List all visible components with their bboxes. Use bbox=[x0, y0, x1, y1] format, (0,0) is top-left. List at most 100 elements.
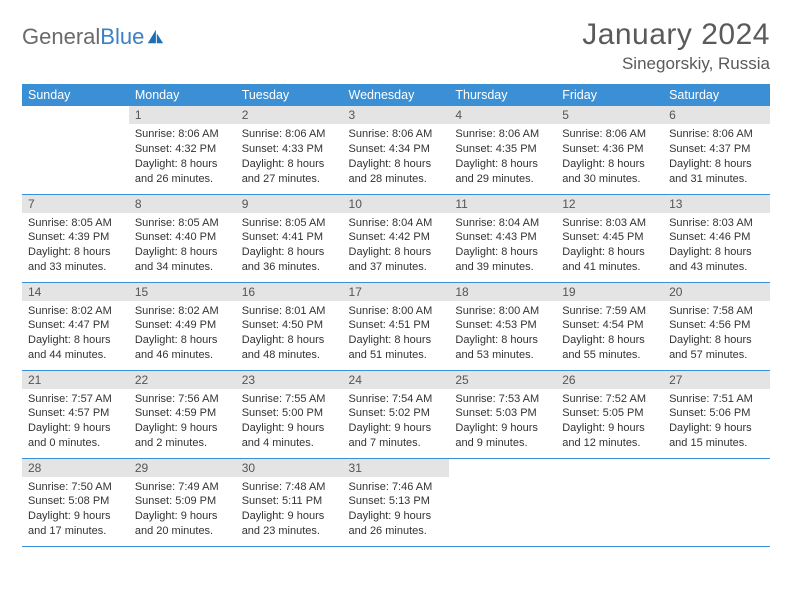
day-line: Sunset: 5:08 PM bbox=[28, 494, 123, 509]
day-cell: 5Sunrise: 8:06 AMSunset: 4:36 PMDaylight… bbox=[556, 106, 663, 194]
brand-name-b: Blue bbox=[100, 24, 144, 49]
day-line: and 7 minutes. bbox=[349, 436, 444, 451]
day-line: Sunrise: 8:06 AM bbox=[455, 127, 550, 142]
day-line: Sunset: 4:57 PM bbox=[28, 406, 123, 421]
day-line: Sunrise: 7:57 AM bbox=[28, 392, 123, 407]
day-line: Daylight: 8 hours bbox=[135, 245, 230, 260]
day-cell: 24Sunrise: 7:54 AMSunset: 5:02 PMDayligh… bbox=[343, 370, 450, 458]
day-line: Daylight: 8 hours bbox=[242, 245, 337, 260]
day-body: Sunrise: 8:00 AMSunset: 4:51 PMDaylight:… bbox=[343, 301, 450, 369]
day-line: Daylight: 9 hours bbox=[349, 421, 444, 436]
day-cell bbox=[556, 458, 663, 546]
day-line: Sunrise: 8:04 AM bbox=[455, 216, 550, 231]
day-line: Daylight: 9 hours bbox=[242, 509, 337, 524]
day-number: 20 bbox=[663, 283, 770, 301]
day-line: and 43 minutes. bbox=[669, 260, 764, 275]
day-body: Sunrise: 8:04 AMSunset: 4:42 PMDaylight:… bbox=[343, 213, 450, 281]
day-body: Sunrise: 8:05 AMSunset: 4:40 PMDaylight:… bbox=[129, 213, 236, 281]
day-body: Sunrise: 8:06 AMSunset: 4:35 PMDaylight:… bbox=[449, 124, 556, 192]
day-line: Daylight: 8 hours bbox=[242, 157, 337, 172]
day-number bbox=[22, 106, 129, 124]
day-cell: 1Sunrise: 8:06 AMSunset: 4:32 PMDaylight… bbox=[129, 106, 236, 194]
day-line: Daylight: 8 hours bbox=[28, 245, 123, 260]
day-number bbox=[663, 459, 770, 477]
day-line: Sunrise: 7:59 AM bbox=[562, 304, 657, 319]
day-cell: 8Sunrise: 8:05 AMSunset: 4:40 PMDaylight… bbox=[129, 194, 236, 282]
day-number: 21 bbox=[22, 371, 129, 389]
day-cell: 28Sunrise: 7:50 AMSunset: 5:08 PMDayligh… bbox=[22, 458, 129, 546]
day-cell: 12Sunrise: 8:03 AMSunset: 4:45 PMDayligh… bbox=[556, 194, 663, 282]
day-line: Daylight: 8 hours bbox=[135, 333, 230, 348]
day-line: and 53 minutes. bbox=[455, 348, 550, 363]
day-number: 13 bbox=[663, 195, 770, 213]
day-body: Sunrise: 7:56 AMSunset: 4:59 PMDaylight:… bbox=[129, 389, 236, 457]
day-body: Sunrise: 8:06 AMSunset: 4:32 PMDaylight:… bbox=[129, 124, 236, 192]
day-line: Sunrise: 8:06 AM bbox=[349, 127, 444, 142]
day-line: Sunrise: 7:58 AM bbox=[669, 304, 764, 319]
day-cell bbox=[449, 458, 556, 546]
day-body: Sunrise: 7:51 AMSunset: 5:06 PMDaylight:… bbox=[663, 389, 770, 457]
day-number: 7 bbox=[22, 195, 129, 213]
brand-name-a: General bbox=[22, 24, 100, 49]
day-line: and 12 minutes. bbox=[562, 436, 657, 451]
day-line: Sunrise: 7:50 AM bbox=[28, 480, 123, 495]
day-number: 22 bbox=[129, 371, 236, 389]
day-number: 2 bbox=[236, 106, 343, 124]
day-line: Daylight: 9 hours bbox=[349, 509, 444, 524]
day-line: Sunrise: 8:05 AM bbox=[135, 216, 230, 231]
day-line: Sunrise: 8:03 AM bbox=[562, 216, 657, 231]
day-line: Daylight: 8 hours bbox=[242, 333, 337, 348]
day-body: Sunrise: 8:02 AMSunset: 4:47 PMDaylight:… bbox=[22, 301, 129, 369]
day-line: Daylight: 8 hours bbox=[562, 245, 657, 260]
day-cell: 22Sunrise: 7:56 AMSunset: 4:59 PMDayligh… bbox=[129, 370, 236, 458]
day-line: and 51 minutes. bbox=[349, 348, 444, 363]
location-subtitle: Sinegorskiy, Russia bbox=[582, 54, 770, 74]
day-number bbox=[556, 459, 663, 477]
day-line: Sunset: 4:54 PM bbox=[562, 318, 657, 333]
day-body: Sunrise: 8:03 AMSunset: 4:45 PMDaylight:… bbox=[556, 213, 663, 281]
day-body: Sunrise: 8:02 AMSunset: 4:49 PMDaylight:… bbox=[129, 301, 236, 369]
day-line: Sunset: 4:50 PM bbox=[242, 318, 337, 333]
day-line: and 39 minutes. bbox=[455, 260, 550, 275]
day-line: Sunset: 4:35 PM bbox=[455, 142, 550, 157]
page-header: GeneralBlue January 2024 Sinegorskiy, Ru… bbox=[22, 18, 770, 74]
day-number: 10 bbox=[343, 195, 450, 213]
day-line: Sunset: 4:41 PM bbox=[242, 230, 337, 245]
day-line: Daylight: 8 hours bbox=[455, 333, 550, 348]
day-cell: 15Sunrise: 8:02 AMSunset: 4:49 PMDayligh… bbox=[129, 282, 236, 370]
brand-logo: GeneralBlue bbox=[22, 18, 164, 50]
day-line: Daylight: 9 hours bbox=[242, 421, 337, 436]
month-title: January 2024 bbox=[582, 18, 770, 52]
day-line: Daylight: 8 hours bbox=[669, 333, 764, 348]
dow-wed: Wednesday bbox=[343, 84, 450, 106]
day-body: Sunrise: 7:55 AMSunset: 5:00 PMDaylight:… bbox=[236, 389, 343, 457]
day-line: Sunrise: 7:55 AM bbox=[242, 392, 337, 407]
day-number: 8 bbox=[129, 195, 236, 213]
day-number: 4 bbox=[449, 106, 556, 124]
day-line: and 34 minutes. bbox=[135, 260, 230, 275]
week-row: 28Sunrise: 7:50 AMSunset: 5:08 PMDayligh… bbox=[22, 458, 770, 546]
day-cell: 25Sunrise: 7:53 AMSunset: 5:03 PMDayligh… bbox=[449, 370, 556, 458]
day-line: Sunrise: 7:49 AM bbox=[135, 480, 230, 495]
day-body: Sunrise: 8:03 AMSunset: 4:46 PMDaylight:… bbox=[663, 213, 770, 281]
day-line: Sunrise: 8:00 AM bbox=[455, 304, 550, 319]
day-body: Sunrise: 7:46 AMSunset: 5:13 PMDaylight:… bbox=[343, 477, 450, 545]
day-cell: 31Sunrise: 7:46 AMSunset: 5:13 PMDayligh… bbox=[343, 458, 450, 546]
day-line: Sunset: 5:09 PM bbox=[135, 494, 230, 509]
dow-sun: Sunday bbox=[22, 84, 129, 106]
day-body: Sunrise: 8:00 AMSunset: 4:53 PMDaylight:… bbox=[449, 301, 556, 369]
day-line: Daylight: 8 hours bbox=[349, 157, 444, 172]
day-cell bbox=[663, 458, 770, 546]
day-line: Sunset: 4:33 PM bbox=[242, 142, 337, 157]
day-line: Sunrise: 7:48 AM bbox=[242, 480, 337, 495]
day-number: 26 bbox=[556, 371, 663, 389]
day-number: 14 bbox=[22, 283, 129, 301]
day-number: 1 bbox=[129, 106, 236, 124]
day-body: Sunrise: 8:06 AMSunset: 4:33 PMDaylight:… bbox=[236, 124, 343, 192]
day-body: Sunrise: 7:53 AMSunset: 5:03 PMDaylight:… bbox=[449, 389, 556, 457]
day-line: Daylight: 8 hours bbox=[455, 245, 550, 260]
day-line: Sunset: 4:56 PM bbox=[669, 318, 764, 333]
day-body: Sunrise: 7:50 AMSunset: 5:08 PMDaylight:… bbox=[22, 477, 129, 545]
day-body: Sunrise: 7:57 AMSunset: 4:57 PMDaylight:… bbox=[22, 389, 129, 457]
day-body: Sunrise: 8:05 AMSunset: 4:39 PMDaylight:… bbox=[22, 213, 129, 281]
